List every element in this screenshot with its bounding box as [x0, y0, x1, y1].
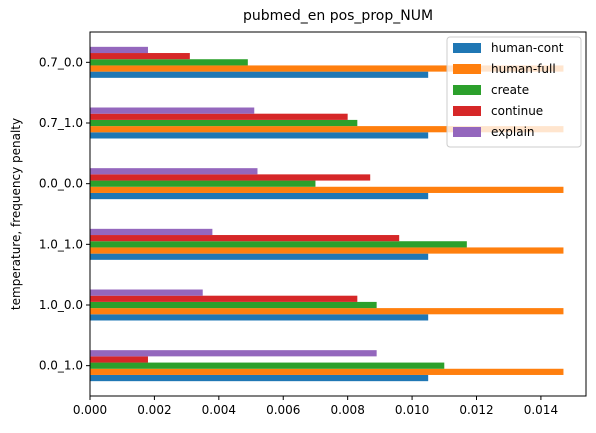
bar-continue — [90, 356, 148, 362]
bar-human-cont — [90, 254, 428, 260]
bar-human-full — [90, 369, 563, 375]
bar-create — [90, 181, 315, 187]
bar-create — [90, 302, 377, 308]
legend: human-cont human-full create continue explai… — [447, 37, 581, 147]
y-tick-label: 0.0_0.0 — [39, 177, 83, 191]
bar-continue — [90, 296, 357, 302]
bar-human-cont — [90, 132, 428, 138]
legend-label: continue — [491, 104, 543, 118]
bar-explain — [90, 290, 203, 296]
x-tick-label: 0.010 — [395, 403, 429, 417]
x-tick-label: 0.008 — [330, 403, 364, 417]
y-axis-ticks: 0.0_1.0 1.0_0.0 1.0_1.0 0.0_0.0 0.7_1.0 0.7_0… — [39, 55, 90, 372]
bar-explain — [90, 168, 257, 174]
y-axis-label: temperature, frequency penalty — [9, 118, 23, 310]
chart-title: pubmed_en pos_prop_NUM — [243, 8, 433, 24]
bar-human-cont — [90, 375, 428, 381]
bar-create — [90, 241, 467, 247]
legend-label: human-cont — [491, 41, 564, 55]
legend-swatch — [453, 106, 481, 116]
legend-swatch — [453, 127, 481, 137]
bar-human-cont — [90, 314, 428, 320]
legend-swatch — [453, 64, 481, 74]
x-tick-label: 0.002 — [137, 403, 171, 417]
legend-swatch — [453, 85, 481, 95]
bar-continue — [90, 114, 348, 120]
bar-create — [90, 363, 444, 369]
x-tick-label: 0.014 — [524, 403, 558, 417]
bar-explain — [90, 350, 377, 356]
legend-label: human-full — [491, 62, 556, 76]
y-tick-label: 0.7_1.0 — [39, 116, 83, 130]
bar-human-cont — [90, 72, 428, 78]
x-tick-label: 0.000 — [73, 403, 107, 417]
bar-create — [90, 59, 248, 65]
y-tick-label: 1.0_1.0 — [39, 237, 83, 251]
bar-human-full — [90, 247, 563, 253]
bar-human-full — [90, 308, 563, 314]
bar-continue — [90, 235, 399, 241]
bar-continue — [90, 174, 370, 180]
x-tick-label: 0.006 — [266, 403, 300, 417]
bar-human-cont — [90, 193, 428, 199]
x-tick-label: 0.004 — [202, 403, 236, 417]
bar-explain — [90, 47, 148, 53]
y-tick-label: 0.7_0.0 — [39, 55, 83, 69]
y-tick-label: 0.0_1.0 — [39, 359, 83, 373]
bar-explain — [90, 229, 212, 235]
bar-create — [90, 120, 357, 126]
legend-label: create — [491, 83, 529, 97]
legend-label: explain — [491, 125, 535, 139]
bar-explain — [90, 108, 254, 114]
x-tick-label: 0.012 — [459, 403, 493, 417]
bar-continue — [90, 53, 190, 59]
bar-human-full — [90, 187, 563, 193]
legend-swatch — [453, 43, 481, 53]
x-axis-ticks: 0.000 0.002 0.004 0.006 0.008 0.010 0.012 0.014 — [73, 396, 558, 417]
y-tick-label: 1.0_0.0 — [39, 298, 83, 312]
